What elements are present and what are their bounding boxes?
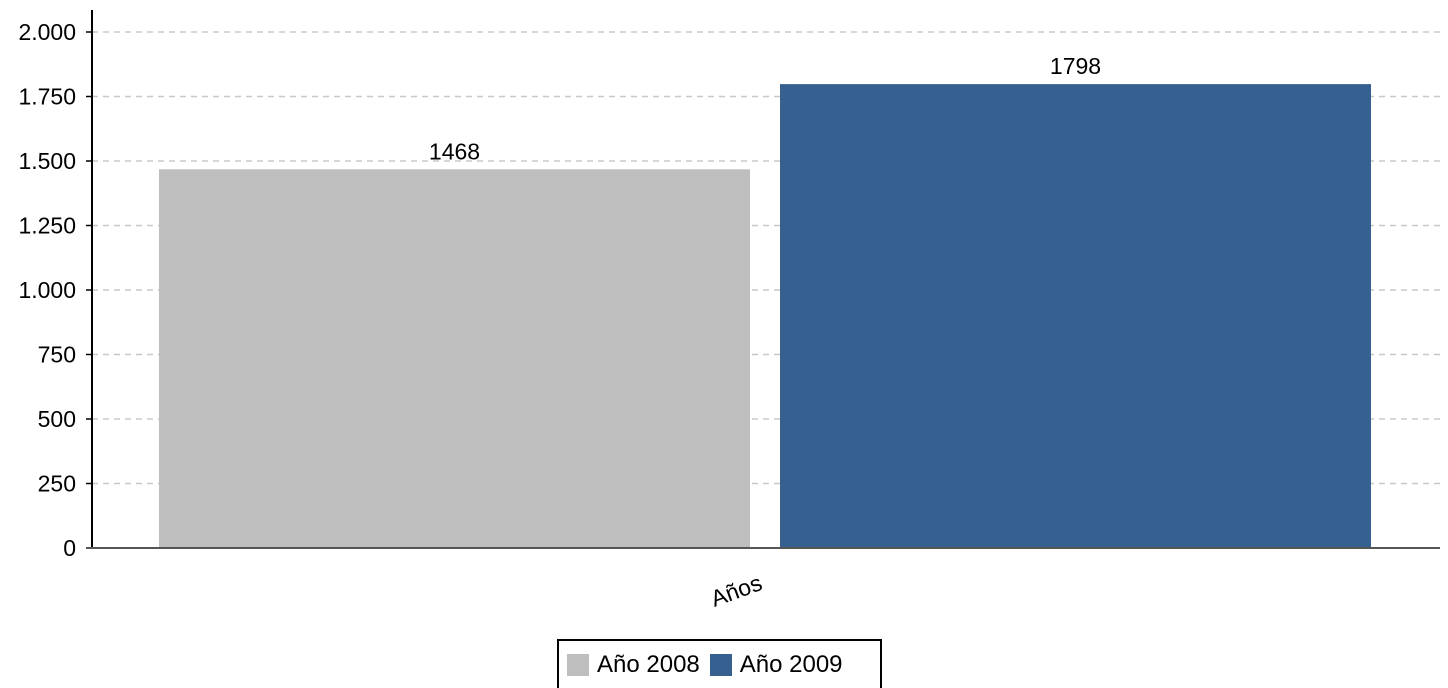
legend-item-2009: Año 2009 <box>709 650 843 679</box>
y-tick-label: 250 <box>38 471 76 497</box>
bar-value-label: 1468 <box>429 138 480 164</box>
y-tick-label: 0 <box>63 535 76 561</box>
y-tick-label: 1.750 <box>18 84 76 110</box>
bar-año-2009 <box>780 84 1371 548</box>
legend-label-2009: Año 2009 <box>739 650 843 678</box>
y-tick-label: 2.000 <box>18 19 76 45</box>
legend-item-2008: Año 2008 <box>567 651 700 679</box>
bar-value-label: 1798 <box>1050 53 1101 79</box>
legend: Año 2008 Año 2009 <box>557 639 882 688</box>
x-tick-label: Años <box>707 569 765 611</box>
legend-label-2008: Año 2008 <box>597 650 700 678</box>
bar-año-2008 <box>159 169 750 549</box>
legend-swatch-2009 <box>709 653 732 676</box>
bars <box>159 84 1371 549</box>
y-tick-label: 1.000 <box>18 277 76 303</box>
y-tick-label: 1.250 <box>18 213 76 239</box>
data-labels: 1468 1798 <box>429 53 1101 164</box>
y-tick-label: 500 <box>38 406 76 432</box>
y-tick-label: 750 <box>38 342 76 368</box>
y-tick-label: 1.500 <box>18 148 76 174</box>
legend-swatch-2008 <box>567 653 589 676</box>
y-axis-ticks: 0 250 500 750 1.000 1.250 1.500 1.750 2.000 <box>18 19 92 561</box>
